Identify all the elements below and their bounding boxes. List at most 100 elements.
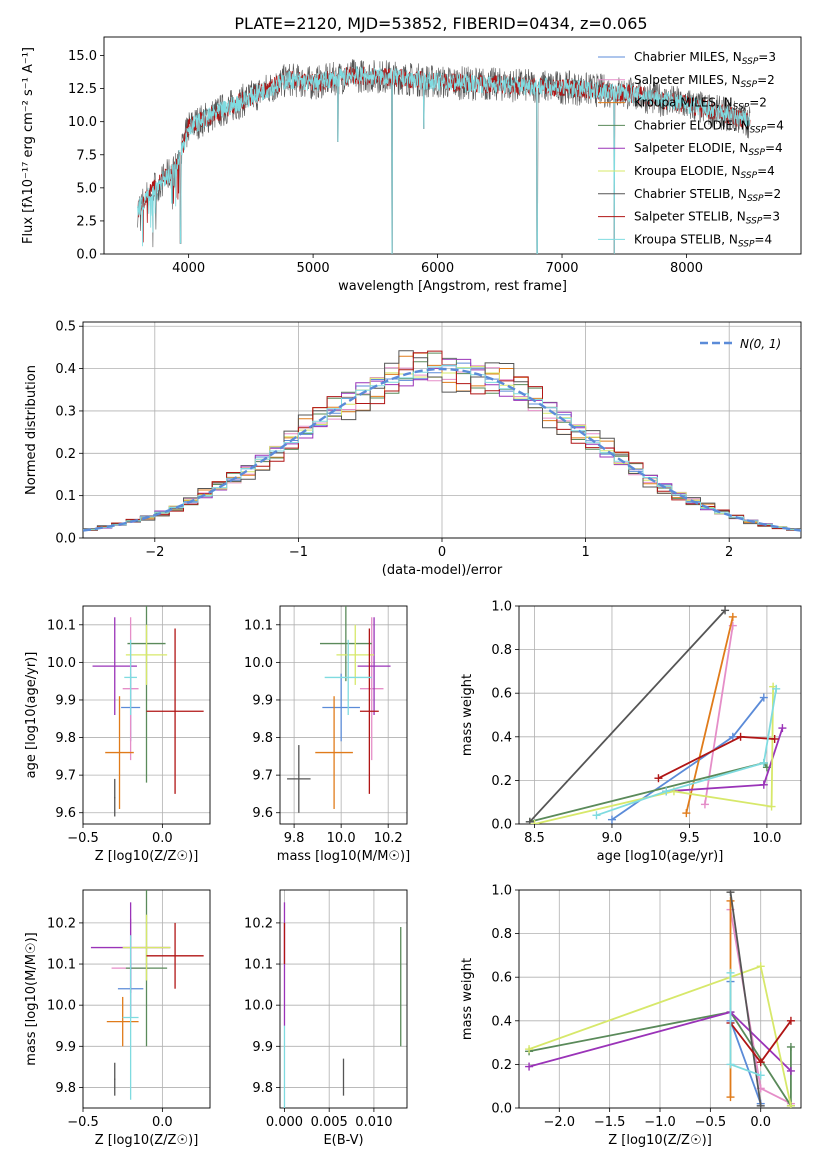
legend-sub: SSP bbox=[748, 148, 765, 158]
legend-entry: Salpeter STELIB, NSSP=3 bbox=[634, 210, 780, 227]
y-tick-label: 9.8 bbox=[55, 731, 76, 746]
y-tick-label: 9.9 bbox=[55, 1040, 76, 1055]
panel-spectrum: 4000 5000 6000 7000 8000 0.0 2.5 5.0 7.5 10.0 12.5… bbox=[21, 36, 802, 294]
legend-sub: SSP bbox=[742, 57, 759, 67]
legend-tail: =2 bbox=[749, 96, 767, 110]
x-tick-label: 0.000 bbox=[266, 1115, 303, 1130]
plot-area-weight-vs-Z bbox=[525, 890, 795, 1108]
x-tick-label: 9.5 bbox=[679, 831, 700, 846]
x-axis-label: Z [log10(Z/Z☉)] bbox=[95, 1133, 199, 1148]
y-tick-label: 9.8 bbox=[252, 1081, 273, 1096]
y-tick-label: 0.0 bbox=[491, 1102, 512, 1117]
x-tick-label: 0.0 bbox=[152, 1115, 173, 1130]
y-tick-label: 0.6 bbox=[491, 687, 512, 702]
x-axis-label: Z [log10(Z/Z☉)] bbox=[95, 849, 199, 864]
x-tick-label: 4000 bbox=[172, 261, 205, 276]
y-tick-label: 1.0 bbox=[491, 884, 512, 899]
plot-area-age-vs-Z bbox=[92, 606, 204, 817]
y-tick-label: 10.2 bbox=[47, 916, 76, 931]
panel-weight-vs-Z: −2.0 −1.5 −1.0 −0.5 0.0 0.0 0.2 0.4 0.6 0.8 1.0 Z [… bbox=[460, 884, 802, 1148]
x-tick-label: 0.0 bbox=[750, 1115, 771, 1130]
y-tick-label: 9.6 bbox=[55, 806, 76, 821]
series-chabrier_stelib bbox=[529, 609, 726, 823]
legend-text: Kroupa MILES, N bbox=[634, 96, 733, 110]
y-tick-label: 9.9 bbox=[252, 1040, 273, 1055]
histogram-salpeter_stelib bbox=[83, 350, 801, 531]
legend-tail: =3 bbox=[758, 50, 776, 64]
x-tick-label: 6000 bbox=[421, 261, 454, 276]
legend-tail: =4 bbox=[757, 164, 775, 178]
x-tick-label: −2 bbox=[145, 545, 164, 560]
spectrum-series bbox=[137, 59, 751, 254]
x-tick-label: 8.5 bbox=[524, 831, 545, 846]
legend-text: Salpeter ELODIE, N bbox=[634, 141, 748, 155]
legend-text: Chabrier ELODIE, N bbox=[634, 118, 750, 132]
x-tick-label: 1 bbox=[581, 545, 589, 560]
spectrum-series bbox=[137, 65, 751, 254]
legend-tail: =4 bbox=[754, 232, 772, 246]
x-axis-label: mass [log10(M/M☉)] bbox=[277, 849, 410, 864]
legend-text: Salpeter STELIB, N bbox=[634, 210, 746, 224]
y-tick-label: 9.8 bbox=[55, 1081, 76, 1096]
y-tick-label: 0.2 bbox=[491, 774, 512, 789]
series-salpeter_miles bbox=[704, 625, 734, 805]
x-tick-label: −0.5 bbox=[695, 1115, 727, 1130]
y-tick-label: 9.7 bbox=[252, 769, 273, 784]
legend-text: Salpeter MILES, N bbox=[634, 73, 741, 87]
y-axis-label: mass [log10(M/M☉)] bbox=[24, 932, 39, 1065]
x-axis-label: E(B-V) bbox=[323, 1133, 363, 1148]
y-tick-label: 10.1 bbox=[47, 958, 76, 973]
y-tick-label: 1.0 bbox=[491, 600, 512, 615]
x-tick-label: 10.0 bbox=[752, 831, 781, 846]
x-tick-label: −0.5 bbox=[67, 831, 99, 846]
y-tick-label: 0.4 bbox=[55, 362, 76, 377]
series-kroupa_elodie bbox=[534, 686, 774, 824]
x-tick-label: 0.0 bbox=[152, 831, 173, 846]
y-tick-label: 0.0 bbox=[55, 532, 76, 547]
y-tick-label: 9.9 bbox=[55, 693, 76, 708]
legend-entry: Chabrier MILES, NSSP=3 bbox=[634, 50, 776, 67]
legend-tail: =3 bbox=[762, 210, 780, 224]
x-tick-label: 10.2 bbox=[374, 831, 403, 846]
legend-text: Kroupa STELIB, N bbox=[634, 232, 738, 246]
x-axis-label: Z [log10(Z/Z☉)] bbox=[608, 1133, 712, 1148]
y-tick-label: 0.1 bbox=[55, 489, 76, 504]
x-tick-label: 5000 bbox=[297, 261, 330, 276]
y-tick-label: 9.7 bbox=[55, 769, 76, 784]
legend-text: Chabrier STELIB, N bbox=[634, 187, 747, 201]
legend-text: Chabrier MILES, N bbox=[634, 50, 742, 64]
legend-entry: Chabrier ELODIE, NSSP=4 bbox=[634, 118, 784, 135]
legend-entry: Kroupa STELIB, NSSP=4 bbox=[634, 232, 772, 249]
y-tick-label: 10.1 bbox=[244, 618, 273, 633]
y-tick-label: 15.0 bbox=[68, 49, 97, 64]
y-tick-label: 0.4 bbox=[491, 730, 512, 745]
legend-text: Kroupa ELODIE, N bbox=[634, 164, 741, 178]
plot-area-mass-vs-Z bbox=[90, 890, 204, 1100]
legend-entry: Salpeter MILES, NSSP=2 bbox=[634, 73, 775, 90]
panel-mass-vs-Z: −0.5 0.0 9.8 9.9 10.0 10.1 10.2 Z [log10(Z/Z☉)]… bbox=[24, 889, 211, 1148]
legend-tail: =4 bbox=[765, 141, 783, 155]
panels: 4000 5000 6000 7000 80000.02.55.07.510.012.5… bbox=[21, 36, 802, 1148]
y-tick-label: 0.0 bbox=[491, 818, 512, 833]
legend-sub: SSP bbox=[746, 217, 763, 227]
y-axis-label: age [log10(age/yr)] bbox=[24, 652, 39, 779]
series-kroupa_stelib bbox=[596, 688, 778, 817]
legend-entry: Salpeter ELODIE, NSSP=4 bbox=[634, 141, 783, 158]
x-tick-label: 2 bbox=[725, 545, 733, 560]
y-tick-label: 9.6 bbox=[252, 806, 273, 821]
legend-sub: SSP bbox=[733, 103, 750, 113]
plot-frame bbox=[518, 605, 802, 825]
plot-frame bbox=[82, 321, 802, 539]
plot-area-residuals bbox=[83, 350, 801, 532]
plot-area-spectrum bbox=[137, 59, 751, 254]
plot-frame bbox=[103, 36, 802, 255]
x-tick-label: −1.0 bbox=[644, 1115, 676, 1130]
legend-entry: Kroupa MILES, NSSP=2 bbox=[634, 96, 767, 113]
y-tick-label: 10.0 bbox=[244, 656, 273, 671]
legend-sub: SSP bbox=[738, 239, 755, 249]
x-tick-label: 0 bbox=[438, 545, 446, 560]
y-tick-label: 10.0 bbox=[47, 999, 76, 1014]
y-tick-label: 9.9 bbox=[252, 693, 273, 708]
